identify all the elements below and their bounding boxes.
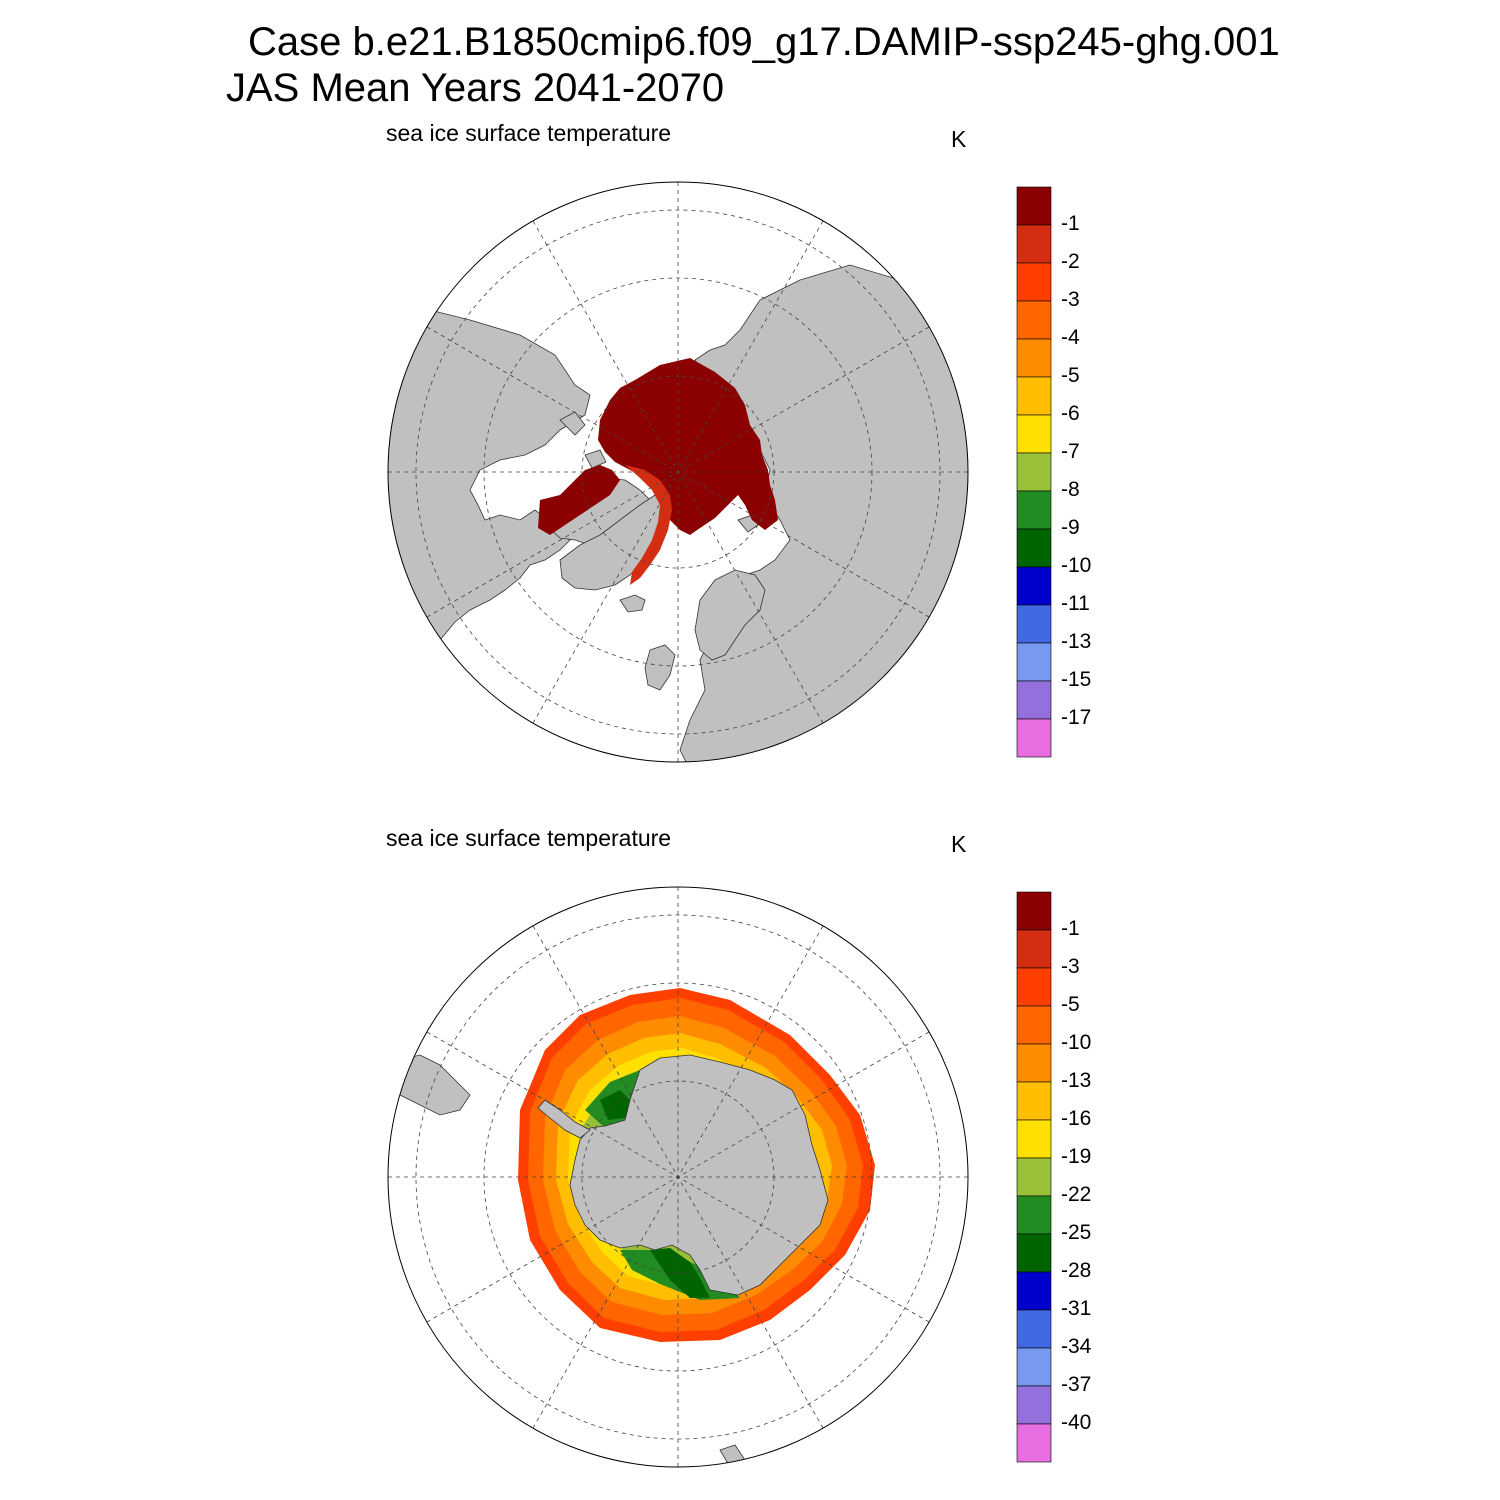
north-colorbar-tick-label: -9 [1061,516,1080,539]
arctic-sea-ice-fringe-west [538,465,620,535]
south-colorbar-tick-label: -28 [1061,1259,1092,1282]
north-colorbar-tick-label: -10 [1061,554,1092,577]
south-colorbar-swatch [1016,1233,1052,1273]
north-colorbar-tick-label: -11 [1061,592,1090,615]
north-colorbar-swatch [1016,300,1052,340]
south-colorbar-swatch [1016,1423,1052,1463]
north-colorbar-tick-label: -7 [1061,440,1080,463]
north-colorbar-tick-label: -17 [1061,706,1092,729]
north-america-landmass [388,309,591,701]
south-colorbar-tick-label: -13 [1061,1069,1092,1092]
north-colorbar-swatch [1016,186,1052,226]
south-colorbar-tick-label: -34 [1061,1335,1092,1358]
south-colorbar-tick-label: -16 [1061,1107,1092,1130]
south-land [399,1054,829,1467]
south-colorbar-swatch [1016,967,1052,1007]
north-colorbar-tick-label: -8 [1061,478,1080,501]
south-colorbar-swatch [1016,1119,1052,1159]
south-colorbar-swatch [1016,1195,1052,1235]
arctic-sea-ice-core [598,358,778,535]
antarctica-landmass [569,1054,829,1296]
south-colorbar-tick-label: -19 [1061,1145,1092,1168]
south-colorbar-tick-label: -10 [1061,1031,1092,1054]
south-colorbar-swatch [1016,1347,1052,1387]
north-colorbar-swatch [1016,376,1052,416]
north-colorbar [1016,186,1052,758]
south-colorbar-swatch [1016,1385,1052,1425]
north-map-border [387,181,969,763]
south-colorbar [1016,891,1052,1463]
north-colorbar-swatch [1016,262,1052,302]
south-colorbar-tick-label: -1 [1061,917,1080,940]
north-colorbar-swatch [1016,490,1052,530]
south-colorbar-tick-label: -37 [1061,1373,1092,1396]
south-colorbar-tick-label: -31 [1061,1297,1092,1320]
south-colorbar-swatch [1016,1043,1052,1083]
iceland-island [619,594,646,613]
north-colorbar-swatch [1016,338,1052,378]
south-colorbar-swatch [1016,1271,1052,1311]
south-ice-band-28 [600,1090,710,1298]
south-colorbar-swatch [1016,1081,1052,1121]
north-panel-units-label: K [951,126,967,152]
south-colorbar-swatch [1016,1157,1052,1197]
north-colorbar-swatch [1016,452,1052,492]
north-colorbar-tick-label: -15 [1061,668,1092,691]
figure-title-period: JAS Mean Years 2041-2070 [226,66,725,110]
north-colorbar-swatch [1016,414,1052,454]
north-colorbar-swatch [1016,718,1052,758]
antarctic-peninsula [537,1099,591,1139]
south-panel-variable-label: sea ice surface temperature [386,825,672,851]
north-colorbar-tick-label: -13 [1061,630,1092,653]
british-isles [644,644,676,691]
north-colorbar-swatch [1016,680,1052,720]
north-colorbar-swatch [1016,566,1052,606]
south-colorbar-swatch [1016,1005,1052,1045]
south-colorbar-swatch [1016,1309,1052,1349]
south-america-tip [399,1054,471,1116]
north-polar-map [387,181,969,763]
south-colorbar-tick-label: -25 [1061,1221,1092,1244]
north-graticule [388,182,968,762]
south-colorbar-swatch [1016,891,1052,931]
north-colorbar-swatch [1016,642,1052,682]
south-colorbar-swatch [1016,929,1052,969]
north-colorbar-tick-label: -1 [1061,212,1080,235]
north-panel-variable-label: sea ice surface temperature [386,120,672,146]
arctic-sea-ice-edge [625,465,672,585]
north-colorbar-tick-label: -5 [1061,364,1080,387]
north-colorbar-tick-label: -3 [1061,288,1080,311]
figure-title-case: Case b.e21.B1850cmip6.f09_g17.DAMIP-ssp2… [248,20,1280,64]
north-colorbar-swatch [1016,528,1052,568]
south-polar-map [387,886,969,1468]
south-colorbar-tick-label: -22 [1061,1183,1092,1206]
north-colorbar-swatch [1016,604,1052,644]
north-colorbar-tick-label: -6 [1061,402,1080,425]
south-colorbar-tick-label: -3 [1061,955,1080,978]
south-panel-units-label: K [951,831,967,857]
north-colorbar-swatch [1016,224,1052,264]
north-colorbar-tick-label: -2 [1061,250,1080,273]
north-colorbar-tick-label: -4 [1061,326,1080,349]
south-colorbar-tick-label: -5 [1061,993,1080,1016]
south-graticule [388,887,968,1467]
south-colorbar-tick-label: -40 [1061,1411,1092,1434]
north-sea-ice [538,358,778,585]
south-map-border [387,886,969,1468]
